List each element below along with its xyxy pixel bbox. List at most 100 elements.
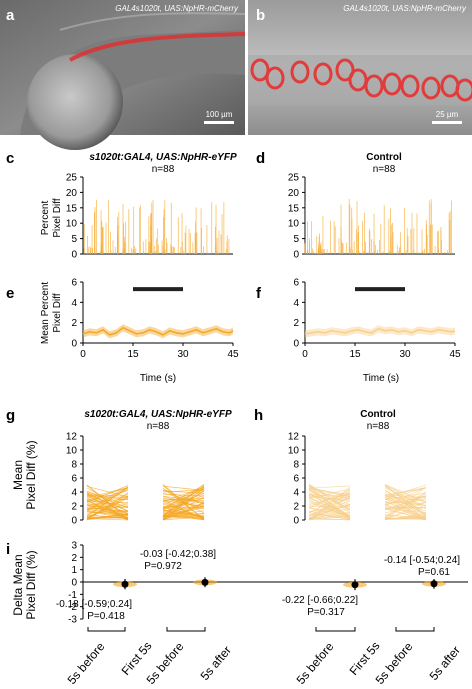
f-xtick-label: 45 — [449, 349, 461, 360]
h-pair-line — [384, 496, 427, 519]
i-ytick-label: -1 — [68, 590, 77, 601]
red-cell — [364, 74, 384, 98]
panel-b-caption: GAL4s1020t, UAS:NpHR-mCherry — [343, 4, 467, 13]
h-pair-line — [384, 501, 427, 521]
g-pair-line — [86, 518, 129, 521]
g-pair-line — [162, 512, 205, 521]
h-pair-line — [308, 503, 351, 519]
bottom-label-8: 5s after — [427, 643, 463, 683]
c-ytick-label: 20 — [66, 188, 78, 199]
g-ytick-label: 8 — [71, 460, 77, 471]
red-cell — [382, 72, 402, 96]
h-paired-lines — [308, 483, 427, 521]
g-pair-line — [162, 501, 205, 510]
c-ytick-label: 0 — [71, 250, 77, 261]
i-ylabel-line2: Pixel Diff (%) — [24, 550, 38, 619]
h-ytick-label: 12 — [288, 432, 300, 443]
g-pair-line — [162, 501, 205, 520]
f-xtick-label: 0 — [302, 349, 308, 360]
e-ytick-label: 4 — [71, 298, 77, 309]
red-cell — [265, 66, 285, 90]
panel-letter-b: b — [256, 7, 265, 24]
h-pair-line — [308, 489, 351, 509]
d-ytick-label: 5 — [293, 234, 299, 245]
i-ytick-label: 2 — [71, 553, 77, 564]
g-pair-line — [86, 494, 129, 497]
i-ytick-label: -3 — [68, 615, 77, 626]
e-ytick-label: 0 — [71, 339, 77, 350]
i-ytick-label: 3 — [71, 541, 77, 552]
red-cell — [400, 74, 420, 98]
i-c-first-ci: -0.18 [-0.59;0.24] — [56, 599, 132, 610]
g-pair-line — [162, 490, 205, 494]
i-bracket — [315, 627, 356, 632]
bottom-label-1: 5s before — [65, 639, 108, 687]
e-ytick-label: 6 — [71, 278, 77, 289]
f-xtick-label: 15 — [349, 349, 361, 360]
i-ytick-label: 0 — [71, 578, 77, 589]
d-traces — [304, 198, 455, 254]
i-point — [121, 580, 129, 588]
g-pair-line — [162, 516, 205, 521]
scalebar-b — [432, 121, 462, 124]
bottom-label-4: 5s after — [198, 643, 234, 683]
e-ytick-label: 2 — [71, 318, 77, 329]
e-xtick-label: 0 — [80, 349, 86, 360]
h-pair-line — [308, 489, 351, 500]
h-ytick-label: 10 — [288, 446, 300, 457]
h-pair-line — [384, 487, 427, 497]
g-pair-line — [162, 489, 205, 493]
bottom-label-5: 5s before — [294, 639, 337, 687]
f-sem-band — [305, 325, 455, 338]
f-ytick-label: 6 — [293, 278, 299, 289]
raw-ylabel-line1: Percent — [40, 201, 51, 236]
h-pair-line — [384, 484, 427, 499]
h-ytick-label: 6 — [293, 474, 299, 485]
h-pair-line — [308, 506, 351, 512]
mean-ylabel-line1: Mean Percent — [40, 282, 51, 344]
panel-h-n: n=88 — [367, 421, 390, 432]
d-ytick-label: 20 — [288, 188, 300, 199]
mean-ylabel-line2: Pixel Diff — [52, 293, 63, 332]
h-pair-line — [308, 518, 351, 520]
g-pair-line — [162, 484, 205, 521]
h-pair-line — [308, 507, 351, 519]
h-pair-line — [384, 501, 427, 506]
eye-shape — [27, 54, 123, 150]
i-c-after-ci: -0.03 [-0.42;0.38] — [140, 549, 216, 560]
panel-letter-f: f — [256, 285, 262, 302]
d-ytick-label: 15 — [288, 203, 300, 214]
g-paired-lines — [86, 483, 205, 521]
h-pair-line — [384, 487, 427, 507]
c-traces — [83, 199, 230, 254]
h-ytick-label: 0 — [293, 516, 299, 527]
panel-letter-d: d — [256, 150, 265, 167]
panel-c-n: n=88 — [152, 164, 175, 175]
time-xlabel-f: Time (s) — [363, 373, 399, 384]
g-pair-line — [162, 485, 205, 491]
f-mean-line — [304, 327, 456, 335]
panel-letter-h: h — [254, 407, 263, 424]
i-point — [351, 581, 359, 589]
red-cell — [455, 78, 472, 102]
g-pair-line — [86, 494, 129, 501]
i-c-first-p: P=0.418 — [87, 611, 125, 622]
red-cell — [313, 62, 333, 86]
e-xtick-label: 30 — [177, 349, 189, 360]
g-ytick-label: 4 — [71, 488, 77, 499]
h-ytick-label: 4 — [293, 488, 299, 499]
i-bracket — [395, 627, 435, 632]
h-ytick-label: 2 — [293, 502, 299, 513]
g-pair-line — [86, 487, 129, 499]
i-d-first-ci: -0.22 [-0.66;0.22] — [282, 595, 358, 606]
panel-a-caption: GAL4s1020t, UAS:NpHR-mCherry — [115, 4, 239, 13]
red-cell — [421, 76, 441, 100]
g-ytick-label: 10 — [66, 446, 78, 457]
g-ytick-label: 2 — [71, 502, 77, 513]
f-ytick-label: 4 — [293, 298, 299, 309]
red-cells — [250, 58, 472, 102]
panel-a-scalebar-label: 100 µm — [206, 110, 233, 119]
g-ytick-label: 0 — [71, 516, 77, 527]
